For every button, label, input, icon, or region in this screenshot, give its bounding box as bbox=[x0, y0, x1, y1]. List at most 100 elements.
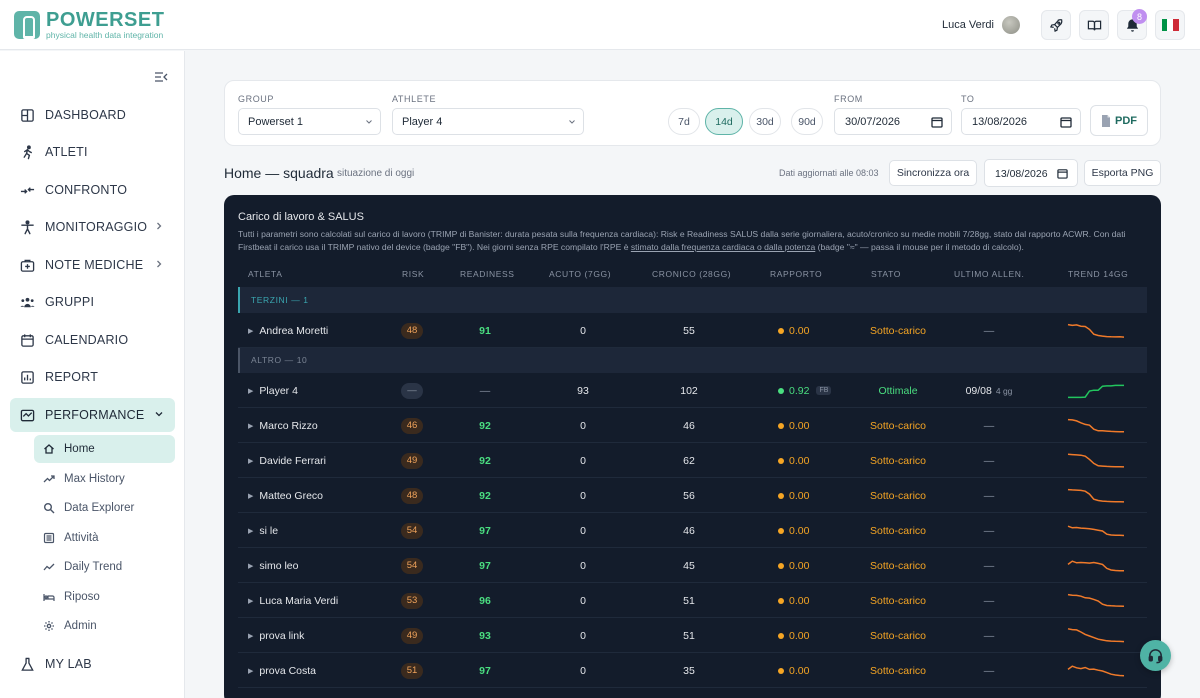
rocket-button[interactable] bbox=[1041, 10, 1071, 40]
expand-triangle-icon[interactable]: ▶ bbox=[248, 527, 254, 535]
column-header-stato[interactable]: STATO bbox=[871, 269, 901, 279]
risk-badge: 54 bbox=[401, 522, 423, 539]
group-header-altro[interactable]: ALTRO — 10 bbox=[238, 347, 1147, 373]
risk-badge: 46 bbox=[401, 417, 423, 434]
table-row[interactable]: ▶ simo leo 54 97 0 45 0.00 Sotto-carico — bbox=[238, 548, 1147, 583]
table-row[interactable]: ▶ Matteo Greco 48 92 0 56 0.00 Sotto-carico — bbox=[238, 478, 1147, 513]
table-row[interactable]: ▶ Andrea Moretti 48 91 0 55 0.00 Sotto-carico — bbox=[238, 313, 1147, 348]
expand-triangle-icon[interactable]: ▶ bbox=[248, 457, 254, 465]
table-row[interactable]: ▶ Davide Ferrari 49 92 0 62 0.00 Sotto-carico — bbox=[238, 443, 1147, 478]
athlete-name-cell[interactable]: ▶ Player 4 bbox=[248, 373, 298, 408]
range-90d-button[interactable]: 90d bbox=[791, 108, 823, 135]
sidebar-item-label: ATLETI bbox=[45, 145, 88, 159]
sidebar-subitem-attivita[interactable]: Attività bbox=[34, 524, 175, 552]
sync-now-button[interactable]: Sincronizza ora bbox=[889, 160, 977, 186]
athlete-name-cell[interactable]: ▶ Luca Maria Verdi bbox=[248, 583, 338, 618]
reference-date-input[interactable]: 13/08/2026 bbox=[984, 159, 1078, 187]
last-training-cell: — bbox=[954, 653, 1024, 688]
trend-line bbox=[1067, 664, 1125, 677]
risk-cell: 51 bbox=[400, 653, 424, 688]
sidebar-subitem-label: Home bbox=[64, 443, 95, 455]
expand-triangle-icon[interactable]: ▶ bbox=[248, 327, 254, 335]
athlete-name-cell[interactable]: ▶ si le bbox=[248, 513, 278, 548]
last-training-ago: 4 gg bbox=[995, 385, 1013, 396]
expand-triangle-icon[interactable]: ▶ bbox=[248, 562, 254, 570]
table-row[interactable]: ▶ prova link 49 93 0 51 0.00 Sotto-carico — bbox=[238, 618, 1147, 653]
range-14d-button[interactable]: 14d bbox=[705, 108, 743, 135]
risk-badge: 51 bbox=[401, 662, 423, 679]
sidebar-subitem-admin[interactable]: Admin bbox=[34, 612, 175, 640]
sidebar-subitem-home[interactable]: Home bbox=[34, 435, 175, 463]
range-7d-button[interactable]: 7d bbox=[668, 108, 700, 135]
expand-triangle-icon[interactable]: ▶ bbox=[248, 422, 254, 430]
trend-line bbox=[1067, 323, 1125, 338]
risk-cell: 54 bbox=[400, 513, 424, 548]
table-row[interactable]: ▶ Marco Rizzo 46 92 0 46 0.00 Sotto-carico — bbox=[238, 408, 1147, 443]
athlete-name-cell[interactable]: ▶ prova link bbox=[248, 618, 304, 653]
expand-triangle-icon[interactable]: ▶ bbox=[248, 492, 254, 500]
table-row[interactable]: ▶ si le 54 97 0 46 0.00 Sotto-carico — bbox=[238, 513, 1147, 548]
athlete-name-cell[interactable]: ▶ prova Costa bbox=[248, 653, 316, 688]
trend-sparkline bbox=[1066, 443, 1126, 478]
athlete-name-cell[interactable]: ▶ Andrea Moretti bbox=[248, 313, 328, 348]
column-header-ultimo-allen[interactable]: ULTIMO ALLEN. bbox=[954, 269, 1025, 279]
book-open-icon bbox=[1087, 20, 1101, 30]
sidebar-item-performance[interactable]: PERFORMANCE bbox=[10, 398, 175, 432]
group-select[interactable]: Powerset 1 bbox=[238, 108, 381, 135]
sidebar-subitem-riposo[interactable]: Riposo bbox=[34, 583, 175, 611]
search-icon bbox=[44, 503, 55, 514]
sidebar-item-my-lab[interactable]: MY LAB bbox=[10, 647, 175, 681]
sidebar-item-calendario[interactable]: CALENDARIO bbox=[10, 323, 175, 357]
sidebar-subitem-daily-trend[interactable]: Daily Trend bbox=[34, 553, 175, 581]
column-header-atleta[interactable]: ATLETA bbox=[248, 269, 283, 279]
sidebar-item-dashboard[interactable]: DASHBOARD bbox=[10, 98, 175, 132]
from-date-input[interactable]: 30/07/2026 bbox=[834, 108, 952, 135]
column-header-cronico[interactable]: CRONICO (28GG) bbox=[652, 269, 732, 279]
sidebar-item-note-mediche[interactable]: NOTE MEDICHE bbox=[10, 248, 175, 282]
sidebar-item-report[interactable]: REPORT bbox=[10, 360, 175, 394]
user-menu[interactable]: Luca Verdi bbox=[942, 16, 1020, 34]
export-png-button[interactable]: Esporta PNG bbox=[1084, 160, 1161, 186]
column-header-readiness[interactable]: READINESS bbox=[460, 269, 515, 279]
acwr-ratio-value: 0.00 bbox=[789, 454, 810, 467]
expand-triangle-icon[interactable]: ▶ bbox=[248, 632, 254, 640]
acute-load-value: 0 bbox=[580, 524, 586, 537]
export-pdf-button[interactable]: PDF bbox=[1090, 105, 1148, 136]
column-header-rapporto[interactable]: RAPPORTO bbox=[770, 269, 823, 279]
support-chat-button[interactable] bbox=[1140, 640, 1171, 671]
sidebar-item-gruppi[interactable]: GRUPPI bbox=[10, 285, 175, 319]
column-header-trend[interactable]: TREND 14GG bbox=[1068, 269, 1129, 279]
athlete-select[interactable]: Player 4 bbox=[392, 108, 584, 135]
last-training-value: — bbox=[983, 559, 995, 572]
table-row[interactable]: ▶ Player 4 — — 93 102 0.92 FB Ottimale 09/08 4 gg bbox=[238, 373, 1147, 408]
athlete-name-cell[interactable]: ▶ Matteo Greco bbox=[248, 478, 323, 513]
collapse-sidebar-icon[interactable] bbox=[154, 71, 168, 83]
docs-button[interactable] bbox=[1079, 10, 1109, 40]
rpe-method-link[interactable]: stimato dalla frequenza cardiaca o dalla… bbox=[630, 241, 816, 252]
expand-triangle-icon[interactable]: ▶ bbox=[248, 387, 254, 395]
table-row[interactable]: ▶ Luca Maria Verdi 53 96 0 51 0.00 Sotto-carico… bbox=[238, 583, 1147, 618]
language-button[interactable] bbox=[1155, 10, 1185, 40]
readiness-value: — bbox=[479, 384, 491, 397]
sidebar-item-atleti[interactable]: ATLETI bbox=[10, 135, 175, 169]
brand-logo[interactable]: POWERSET physical health data integratio… bbox=[14, 10, 164, 40]
sidebar-subitem-data-explorer[interactable]: Data Explorer bbox=[34, 494, 175, 522]
athlete-name-cell[interactable]: ▶ Davide Ferrari bbox=[248, 443, 326, 478]
to-date-input[interactable]: 13/08/2026 bbox=[961, 108, 1081, 135]
column-header-risk[interactable]: RISK bbox=[402, 269, 425, 279]
sidebar-subitem-max-history[interactable]: Max History bbox=[34, 465, 175, 493]
group-header-terzini[interactable]: TERZINI — 1 bbox=[238, 287, 1147, 313]
expand-triangle-icon[interactable]: ▶ bbox=[248, 597, 254, 605]
panel-description: Tutti i parametri sono calcolati sul car… bbox=[238, 228, 1148, 253]
range-30d-button[interactable]: 30d bbox=[749, 108, 781, 135]
table-row[interactable]: ▶ prova Costa 51 97 0 35 0.00 Sotto-carico — bbox=[238, 653, 1147, 688]
trend-line bbox=[1067, 524, 1125, 536]
column-header-acuto[interactable]: ACUTO (7GG) bbox=[549, 269, 612, 279]
sidebar-item-confronto[interactable]: CONFRONTO bbox=[10, 173, 175, 207]
status-badge: Sotto-carico bbox=[869, 454, 927, 467]
sidebar-item-monitoraggio[interactable]: MONITORAGGIO bbox=[10, 210, 175, 244]
athlete-name-cell[interactable]: ▶ Marco Rizzo bbox=[248, 408, 318, 443]
expand-triangle-icon[interactable]: ▶ bbox=[248, 667, 254, 675]
status-badge: Ottimale bbox=[878, 384, 918, 397]
athlete-name-cell[interactable]: ▶ simo leo bbox=[248, 548, 299, 583]
